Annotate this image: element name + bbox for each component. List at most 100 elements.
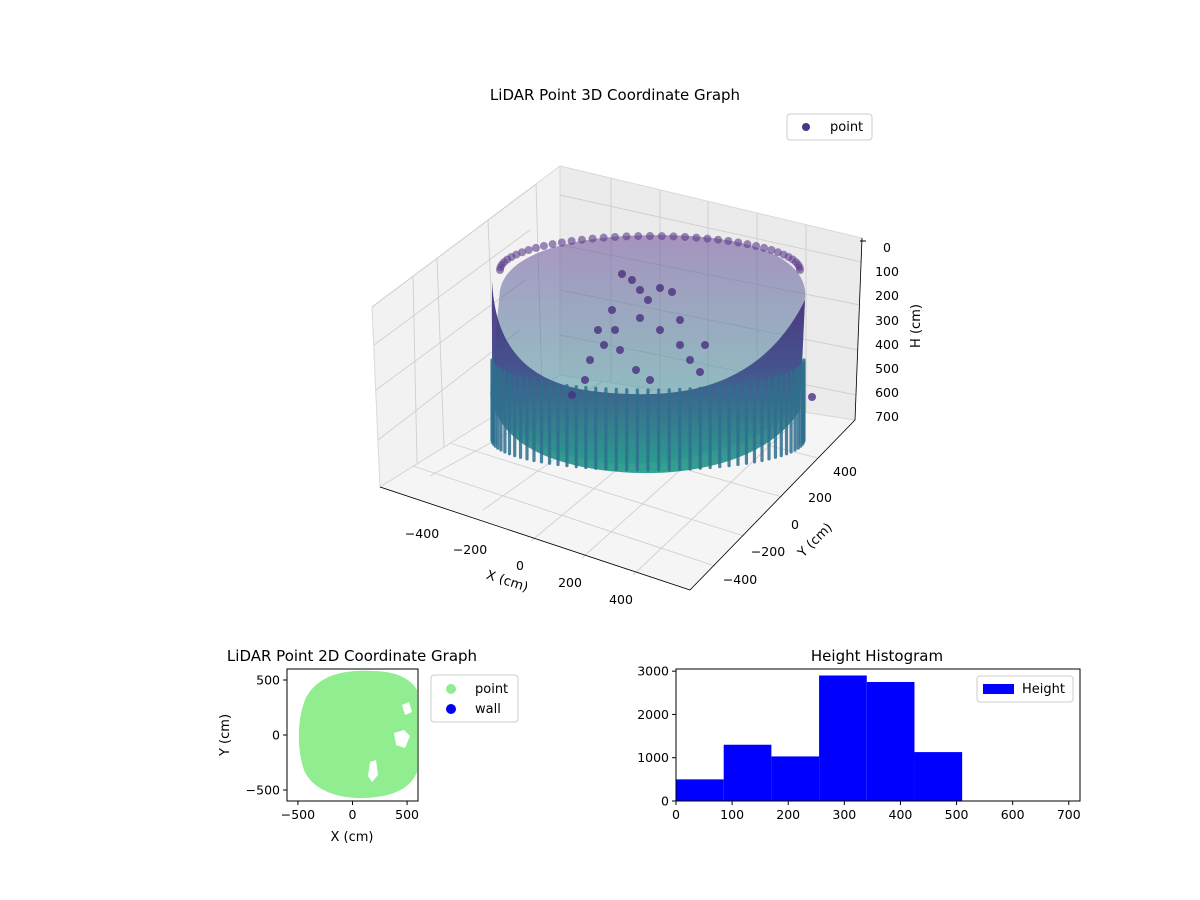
x3d-tick-label: −400 xyxy=(405,526,439,541)
wall-column-marks xyxy=(490,232,806,472)
hist-x-tick-label: 0 xyxy=(672,807,680,822)
clutter-point-mark xyxy=(676,341,684,349)
clutter-point-mark xyxy=(586,356,594,364)
clutter-point-mark xyxy=(581,376,589,384)
z3d-tick-label: 700 xyxy=(875,409,899,424)
rim-point-mark xyxy=(724,237,733,246)
hist-x-tick-label: 300 xyxy=(832,807,856,822)
chart-2d: LiDAR Point 2D Coordinate Graph −500 0 500… xyxy=(218,647,519,845)
x3d-tick-label: 200 xyxy=(558,575,582,590)
clutter-point-mark xyxy=(646,376,654,384)
gap-region-2d xyxy=(368,760,378,782)
rim-point-mark xyxy=(692,233,701,242)
y2d-tick-label: 500 xyxy=(256,673,280,688)
hist-x-tick-label: 400 xyxy=(889,807,913,822)
clutter-point-mark xyxy=(696,368,704,376)
z3d-tick-label: 300 xyxy=(875,313,899,328)
histogram-bar xyxy=(723,744,772,801)
x3d-tick-label: 0 xyxy=(516,558,524,573)
hist-x-tick-label: 200 xyxy=(776,807,800,822)
gap-region-2d xyxy=(394,730,410,748)
hist-x-tick-label: 700 xyxy=(1057,807,1081,822)
rim-point-mark xyxy=(577,235,586,244)
clutter-point-mark xyxy=(611,326,619,334)
x2d-tick-label: −500 xyxy=(281,807,315,822)
x3d-tick-label: 400 xyxy=(609,592,633,607)
histogram-bar xyxy=(676,779,724,801)
hist-x-tick-label: 500 xyxy=(945,807,969,822)
clutter-point-mark xyxy=(628,276,636,284)
axes-2d: −500 0 500 500 0 −500 xyxy=(246,673,419,823)
z3d-tick-label: 600 xyxy=(875,385,899,400)
x2d-axis-label: X (cm) xyxy=(331,830,374,845)
legend-label-height: Height xyxy=(1022,682,1065,697)
chart-histogram: Height Histogram 0 100 200 300 400 500 600 7000… xyxy=(637,647,1081,822)
clutter-point-mark xyxy=(618,270,626,278)
rim-point-mark xyxy=(524,246,533,255)
interior-clutter-marks xyxy=(568,270,816,401)
z3d-tick-label: 100 xyxy=(875,264,899,279)
clutter-point-mark xyxy=(636,314,644,322)
rim-point-mark xyxy=(531,243,540,252)
legend-label-wall: wall xyxy=(475,702,501,717)
scatter-cloud-2d xyxy=(298,670,417,799)
hist-y-tick-label: 1000 xyxy=(637,750,669,765)
rim-point-mark xyxy=(703,234,712,243)
point-cloud-3d xyxy=(490,232,816,474)
rim-point-mark xyxy=(557,238,566,247)
chart-2d-title: LiDAR Point 2D Coordinate Graph xyxy=(227,647,477,665)
clutter-point-mark xyxy=(632,366,640,374)
legend-marker-wall xyxy=(446,704,456,714)
legend-marker-point xyxy=(802,123,810,131)
axes-edges-3d xyxy=(379,237,863,591)
rim-point-mark xyxy=(767,246,776,255)
clutter-point-mark xyxy=(668,288,676,296)
legend-marker-point xyxy=(446,684,456,694)
hist-y-tick-label: 3000 xyxy=(637,664,669,679)
gap-region-2d xyxy=(402,702,412,715)
x2d-tick-label: 0 xyxy=(349,807,357,822)
hist-x-tick-label: 600 xyxy=(1001,807,1025,822)
rim-point-mark xyxy=(669,232,678,241)
legend-swatch-height xyxy=(983,684,1014,694)
hist-x-tick-label: 100 xyxy=(720,807,744,822)
z3d-tick-label: 200 xyxy=(875,288,899,303)
clutter-point-mark xyxy=(616,346,624,354)
clutter-point-mark xyxy=(686,356,694,364)
clutter-point-mark xyxy=(656,326,664,334)
clutter-point-mark xyxy=(594,326,602,334)
histogram-bar xyxy=(771,756,820,801)
legend-3d[interactable]: point xyxy=(786,113,873,141)
histogram-bar xyxy=(866,681,915,801)
cylinder-front-wall xyxy=(492,280,805,474)
y3d-tick-label: −400 xyxy=(723,572,757,587)
rim-point-mark xyxy=(714,235,723,244)
rim-point-mark xyxy=(588,234,597,243)
rim-point-mark xyxy=(634,232,643,241)
rim-point-mark xyxy=(743,240,752,249)
histogram-bar xyxy=(819,675,867,801)
legend-histogram[interactable]: Height xyxy=(976,675,1074,703)
y3d-tick-label: 200 xyxy=(808,490,832,505)
histogram-bars xyxy=(676,675,963,801)
rim-point-mark xyxy=(622,232,631,241)
legend-label-point: point xyxy=(830,120,863,135)
clutter-point-mark xyxy=(808,393,816,401)
histogram-axes: 0 100 200 300 400 500 600 700 0 1000 2000 3000 xyxy=(637,664,1081,822)
clutter-point-mark xyxy=(568,391,576,399)
z3d-tick-label: 400 xyxy=(875,337,899,352)
y2d-axis-label: Y (cm) xyxy=(218,714,233,757)
clutter-point-mark xyxy=(656,284,664,292)
legend-label-point: point xyxy=(475,682,508,697)
legend-2d[interactable]: point wall xyxy=(430,674,519,723)
rim-point-mark xyxy=(539,241,548,250)
x3d-tick-label: −200 xyxy=(453,542,487,557)
clutter-point-mark xyxy=(701,341,709,349)
rim-point-mark xyxy=(681,232,690,241)
clutter-point-mark xyxy=(676,316,684,324)
clutter-point-mark xyxy=(636,286,644,294)
z3d-tick-label: 0 xyxy=(883,240,891,255)
rim-point-mark xyxy=(752,241,761,250)
rim-point-mark xyxy=(518,248,527,257)
